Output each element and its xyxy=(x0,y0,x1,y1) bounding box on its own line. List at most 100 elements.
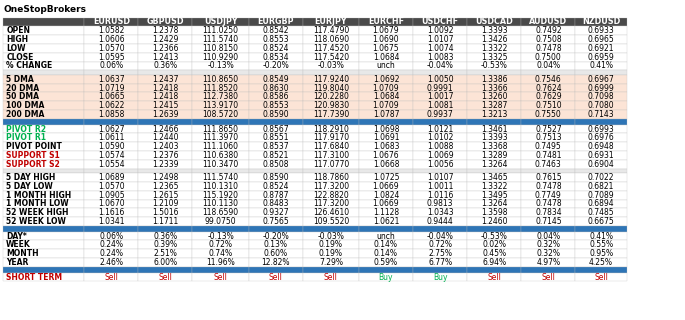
Text: 110.9290: 110.9290 xyxy=(203,53,238,62)
Text: 4.25%: 4.25% xyxy=(589,258,613,267)
Bar xyxy=(138,18,192,26)
Text: 0.74%: 0.74% xyxy=(208,249,233,258)
Bar xyxy=(413,182,467,191)
Bar xyxy=(521,75,575,84)
Text: 0.8534: 0.8534 xyxy=(262,53,289,62)
Bar xyxy=(359,75,413,84)
Bar xyxy=(303,70,359,75)
Bar xyxy=(249,119,303,124)
Bar xyxy=(575,101,627,110)
Bar xyxy=(84,142,138,151)
Text: 1.3213: 1.3213 xyxy=(481,110,508,119)
Text: 0.8549: 0.8549 xyxy=(262,75,289,84)
Bar xyxy=(359,35,413,44)
Bar xyxy=(3,124,84,133)
Bar xyxy=(575,75,627,84)
Text: 0.8553: 0.8553 xyxy=(262,101,289,110)
Text: 0.7463: 0.7463 xyxy=(535,160,562,169)
Text: 109.5520: 109.5520 xyxy=(313,217,349,226)
Bar xyxy=(249,160,303,169)
Text: 1.0611: 1.0611 xyxy=(98,133,125,142)
Text: WEEK: WEEK xyxy=(6,240,31,249)
Bar xyxy=(249,217,303,226)
Bar xyxy=(303,249,359,258)
Text: 1.0107: 1.0107 xyxy=(427,173,453,182)
Bar xyxy=(249,70,303,75)
Bar xyxy=(575,217,627,226)
Text: % CHANGE: % CHANGE xyxy=(6,61,53,70)
Bar xyxy=(192,191,249,199)
Text: 1.0670: 1.0670 xyxy=(98,199,125,208)
Bar xyxy=(3,133,84,142)
Bar xyxy=(84,191,138,199)
Text: Buy: Buy xyxy=(433,273,447,282)
Bar xyxy=(3,151,84,160)
Bar xyxy=(303,273,359,281)
Bar xyxy=(3,169,84,173)
Bar xyxy=(359,208,413,217)
Bar xyxy=(467,92,521,101)
Bar xyxy=(138,182,192,191)
Bar xyxy=(521,173,575,182)
Text: 111.3970: 111.3970 xyxy=(203,133,238,142)
Text: 0.7508: 0.7508 xyxy=(535,35,562,44)
Bar xyxy=(359,142,413,151)
Bar xyxy=(521,61,575,70)
Bar xyxy=(413,35,467,44)
Text: 0.8787: 0.8787 xyxy=(262,191,289,200)
Bar xyxy=(84,70,138,75)
Bar xyxy=(192,258,249,267)
Bar xyxy=(192,232,249,240)
Text: Sell: Sell xyxy=(214,273,227,282)
Bar xyxy=(3,267,84,273)
Bar xyxy=(138,173,192,182)
Text: 120.2280: 120.2280 xyxy=(313,92,349,101)
Bar xyxy=(3,75,84,84)
Bar xyxy=(467,249,521,258)
Bar xyxy=(192,182,249,191)
Bar xyxy=(249,110,303,119)
Bar xyxy=(138,84,192,92)
Bar xyxy=(249,151,303,160)
Text: 0.59%: 0.59% xyxy=(374,258,398,267)
Bar xyxy=(575,160,627,169)
Text: 0.19%: 0.19% xyxy=(319,240,343,249)
Text: 0.7749: 0.7749 xyxy=(535,191,562,200)
Bar xyxy=(303,208,359,217)
Text: 1.0709: 1.0709 xyxy=(373,101,399,110)
Text: 1.3495: 1.3495 xyxy=(481,191,508,200)
Text: 1.0725: 1.0725 xyxy=(373,173,399,182)
Bar xyxy=(575,26,627,35)
Text: 0.7615: 0.7615 xyxy=(535,173,562,182)
Bar xyxy=(3,101,84,110)
Bar xyxy=(249,75,303,84)
Bar xyxy=(249,267,303,273)
Bar xyxy=(3,44,84,53)
Bar xyxy=(84,84,138,92)
Bar xyxy=(467,240,521,249)
Text: 0.39%: 0.39% xyxy=(153,240,177,249)
Bar xyxy=(413,226,467,232)
Text: 1.5016: 1.5016 xyxy=(152,208,179,217)
Bar xyxy=(521,267,575,273)
Bar xyxy=(138,208,192,217)
Text: 1.0668: 1.0668 xyxy=(373,160,399,169)
Bar xyxy=(359,44,413,53)
Text: 1.0719: 1.0719 xyxy=(98,84,125,92)
Text: 0.55%: 0.55% xyxy=(589,240,613,249)
Text: 1.0056: 1.0056 xyxy=(427,160,453,169)
Bar xyxy=(249,92,303,101)
Text: 0.06%: 0.06% xyxy=(99,232,123,241)
Bar xyxy=(521,232,575,240)
Text: 1.0554: 1.0554 xyxy=(98,160,125,169)
Text: 0.19%: 0.19% xyxy=(319,249,343,258)
Text: 1.2429: 1.2429 xyxy=(152,35,179,44)
Bar xyxy=(84,61,138,70)
Bar xyxy=(303,35,359,44)
Text: 0.8542: 0.8542 xyxy=(262,26,289,35)
Bar xyxy=(84,53,138,61)
Bar xyxy=(575,173,627,182)
Bar xyxy=(467,182,521,191)
Text: 1.2639: 1.2639 xyxy=(152,110,179,119)
Bar xyxy=(249,182,303,191)
